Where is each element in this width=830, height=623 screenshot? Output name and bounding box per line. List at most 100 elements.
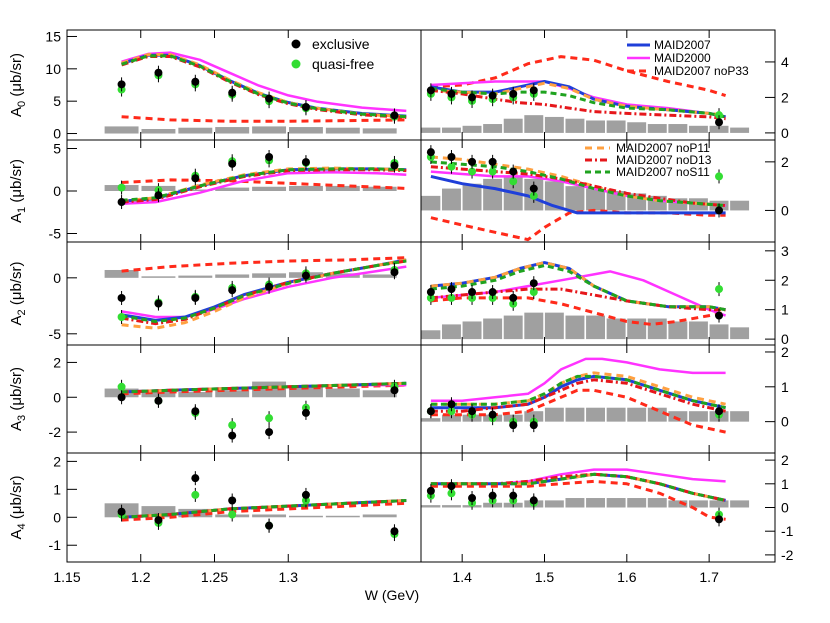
model-curve-maid2007-nod13 [430,378,726,413]
row-4: -1 0 1 2 1.15 1.2 1.25 1.3 -2 -1 0 1 2 1.4 1.5 1.6 1.7 A4… [8,452,794,585]
model-curve-maid2007-nop11 [430,371,726,406]
syst-bar [668,411,688,422]
quasi-free-point [529,191,538,200]
exclusive-point [468,157,477,166]
syst-bar [362,514,397,518]
syst-bar [252,186,287,191]
exclusive-point [154,396,163,405]
syst-bar [503,118,523,133]
syst-bar [462,321,482,340]
row-3: -2 0 2 0 1 2 A3 (μb/sr) [8,344,789,454]
exclusive-point [488,91,497,100]
exclusive-point [468,407,477,416]
panel-left-1: -5 0 5 [49,139,422,243]
exclusive-point [468,494,477,503]
y-axis-title: A0 (μb/sr) [8,53,28,117]
x-tick-label: 1.7 [699,569,719,585]
exclusive-point [265,153,274,161]
syst-bar [565,118,585,133]
y-tick-label: -5 [49,326,62,342]
exclusive-point [265,521,274,530]
x-tick-label: 1.5 [535,569,555,585]
exclusive-point [117,393,126,402]
quasi-free-point [715,111,724,120]
exclusive-point [468,288,477,297]
quasi-free-point [228,510,237,519]
syst-bar [688,500,708,508]
panel-right-3: 0 1 2 [420,344,789,454]
exclusive-point [390,161,399,170]
exclusive-point [301,158,310,167]
model-curve-maid2000 [121,265,407,319]
exclusive-legend-marker [291,39,301,49]
syst-bar [586,498,605,508]
syst-bar [441,127,461,133]
syst-bar [178,127,213,134]
y-tick-label: 0 [781,125,789,141]
syst-bar [288,386,323,398]
exclusive-point [426,407,435,416]
exclusive-point [715,206,724,215]
syst-bar [325,185,360,191]
syst-bar [462,125,482,133]
exclusive-point [265,282,274,291]
syst-bar [606,407,626,422]
exclusive-point [447,400,456,409]
x-tick-label: 1.3 [279,569,299,585]
exclusive-point [468,93,477,102]
syst-bar [441,505,461,508]
exclusive-point [529,279,538,288]
syst-bar [215,274,250,278]
syst-bar [627,407,647,422]
model-curve-maid2007-nop11 [430,155,726,208]
syst-bar [252,514,287,518]
syst-bar [215,187,250,191]
y-tick-label: 15 [45,28,61,44]
quasi-free-point [447,293,456,302]
exclusive-point [301,408,310,417]
syst-bar [730,411,750,422]
syst-bar [565,498,585,508]
syst-bar [325,515,360,518]
exclusive-point [265,94,274,103]
panel-right-2: 0 1 2 3 [420,241,789,347]
exclusive-point [529,421,538,430]
quasi-free-point [447,489,456,498]
quasi-free-point [117,382,126,391]
exclusive-point [509,491,518,500]
quasi-free-point [447,162,456,171]
exclusive-point [426,148,435,157]
exclusive-point [301,490,310,499]
maid2007-legend-label: MAID2007 [654,38,711,52]
model-curve-maid2000 [430,270,727,317]
syst-bar [647,498,667,508]
syst-bar [288,515,323,518]
exclusive-point [265,428,274,437]
maid2007-nop11-legend-label: MAID2007 noP11 [616,141,710,155]
exclusive-point [509,89,518,98]
syst-bar [544,407,564,422]
exclusive-point [715,118,724,127]
syst-bar [362,274,397,278]
exclusive-point [447,89,456,98]
model-curve-maid2007 [430,261,726,312]
exclusive-point [301,103,310,111]
syst-bar [544,312,564,340]
syst-bar [709,324,729,340]
y-tick-label: 0 [53,183,61,199]
quasi-free-point [117,183,126,192]
model-curve-maid2000 [121,171,407,206]
model-curve-maid2007-nop33 [430,479,726,521]
syst-bar [606,120,626,133]
model-curve-maid2007 [430,174,726,215]
syst-bar [709,500,729,508]
quasi-free-point [468,167,477,176]
syst-bar [178,392,213,398]
model-curve-maid2000 [430,357,726,402]
exclusive-point [715,515,724,524]
exclusive-point [154,516,163,525]
